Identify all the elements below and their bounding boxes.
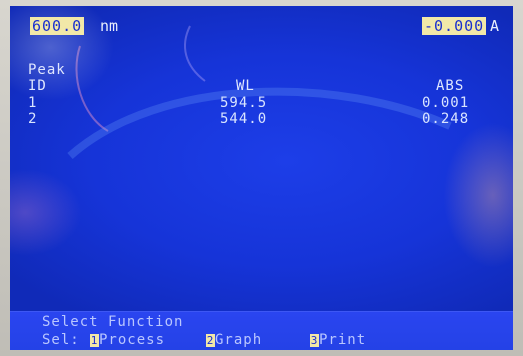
sel-label: Sel: [42, 332, 80, 348]
function-bar: Select Function Sel: 1Process 2Graph 3Pr… [10, 311, 513, 350]
column-header-id: ID [28, 78, 47, 94]
absorbance-readout: -0.000 [422, 17, 487, 35]
function-key: 3 [310, 333, 319, 347]
function-graph-button[interactable]: 2Graph [206, 332, 262, 348]
wavelength-readout: 600.0 [30, 17, 85, 35]
row-absorbance: 0.001 [422, 95, 470, 111]
screen-glare [10, 6, 513, 350]
function-key: 2 [206, 333, 215, 347]
function-label: Print [319, 332, 367, 348]
function-key: 1 [90, 333, 99, 347]
column-header-abs: ABS [436, 78, 465, 94]
select-function-prompt: Select Function [42, 314, 184, 330]
column-header-wl: WL [236, 78, 255, 94]
row-absorbance: 0.248 [422, 111, 470, 127]
function-label: Process [99, 332, 166, 348]
row-id: 1 [28, 95, 38, 111]
function-label: Graph [215, 332, 263, 348]
wavelength-unit: nm [100, 17, 119, 35]
lcd-screen: 600.0 nm -0.000 A Peak ID WL ABS 1 594.5… [10, 6, 513, 350]
row-id: 2 [28, 111, 38, 127]
peak-table-title: Peak [28, 62, 66, 78]
screen-reflection [67, 25, 452, 159]
absorbance-unit: A [490, 17, 500, 35]
row-wavelength: 594.5 [220, 95, 268, 111]
row-wavelength: 544.0 [220, 111, 268, 127]
function-process-button[interactable]: 1Process [90, 332, 165, 348]
function-print-button[interactable]: 3Print [310, 332, 366, 348]
